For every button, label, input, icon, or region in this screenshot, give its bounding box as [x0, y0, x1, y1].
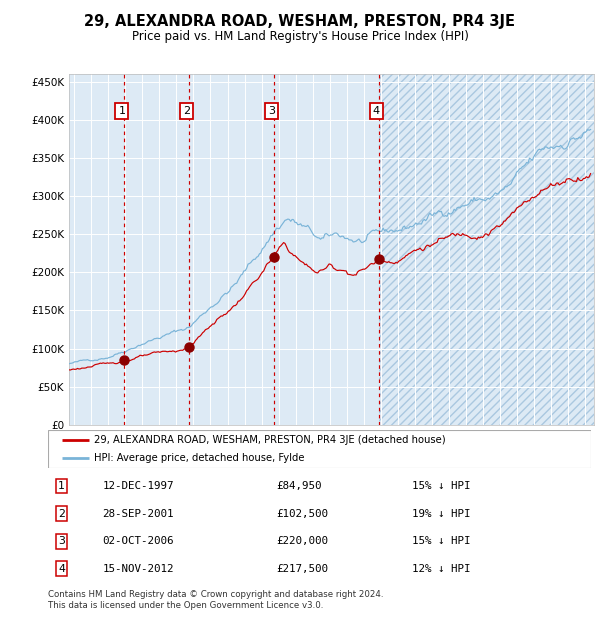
- Text: 4: 4: [58, 564, 65, 574]
- Text: 12% ↓ HPI: 12% ↓ HPI: [412, 564, 470, 574]
- Text: 19% ↓ HPI: 19% ↓ HPI: [412, 508, 470, 519]
- Bar: [69, 74, 124, 425]
- Text: 15-NOV-2012: 15-NOV-2012: [103, 564, 174, 574]
- Text: HPI: Average price, detached house, Fylde: HPI: Average price, detached house, Fyld…: [94, 453, 305, 464]
- Text: 29, ALEXANDRA ROAD, WESHAM, PRESTON, PR4 3JE (detached house): 29, ALEXANDRA ROAD, WESHAM, PRESTON, PR4…: [94, 435, 446, 445]
- Text: 1: 1: [118, 106, 125, 116]
- Bar: [189, 74, 274, 425]
- FancyBboxPatch shape: [48, 430, 591, 468]
- Text: 2: 2: [58, 508, 65, 519]
- Text: 4: 4: [373, 106, 380, 116]
- Text: 12-DEC-1997: 12-DEC-1997: [103, 481, 174, 491]
- Text: £84,950: £84,950: [276, 481, 322, 491]
- Text: 3: 3: [58, 536, 65, 546]
- Bar: [124, 74, 189, 425]
- Text: 29, ALEXANDRA ROAD, WESHAM, PRESTON, PR4 3JE: 29, ALEXANDRA ROAD, WESHAM, PRESTON, PR4…: [85, 14, 515, 29]
- Text: £217,500: £217,500: [276, 564, 328, 574]
- Bar: [379, 44, 594, 425]
- Text: 1: 1: [58, 481, 65, 491]
- Text: £102,500: £102,500: [276, 508, 328, 519]
- Text: 3: 3: [268, 106, 275, 116]
- Text: 15% ↓ HPI: 15% ↓ HPI: [412, 536, 470, 546]
- Text: 2: 2: [183, 106, 190, 116]
- Bar: [274, 74, 379, 425]
- Text: 28-SEP-2001: 28-SEP-2001: [103, 508, 174, 519]
- Text: £220,000: £220,000: [276, 536, 328, 546]
- Text: Price paid vs. HM Land Registry's House Price Index (HPI): Price paid vs. HM Land Registry's House …: [131, 30, 469, 43]
- Text: Contains HM Land Registry data © Crown copyright and database right 2024.: Contains HM Land Registry data © Crown c…: [48, 590, 383, 600]
- Text: 02-OCT-2006: 02-OCT-2006: [103, 536, 174, 546]
- Text: This data is licensed under the Open Government Licence v3.0.: This data is licensed under the Open Gov…: [48, 601, 323, 611]
- Text: 15% ↓ HPI: 15% ↓ HPI: [412, 481, 470, 491]
